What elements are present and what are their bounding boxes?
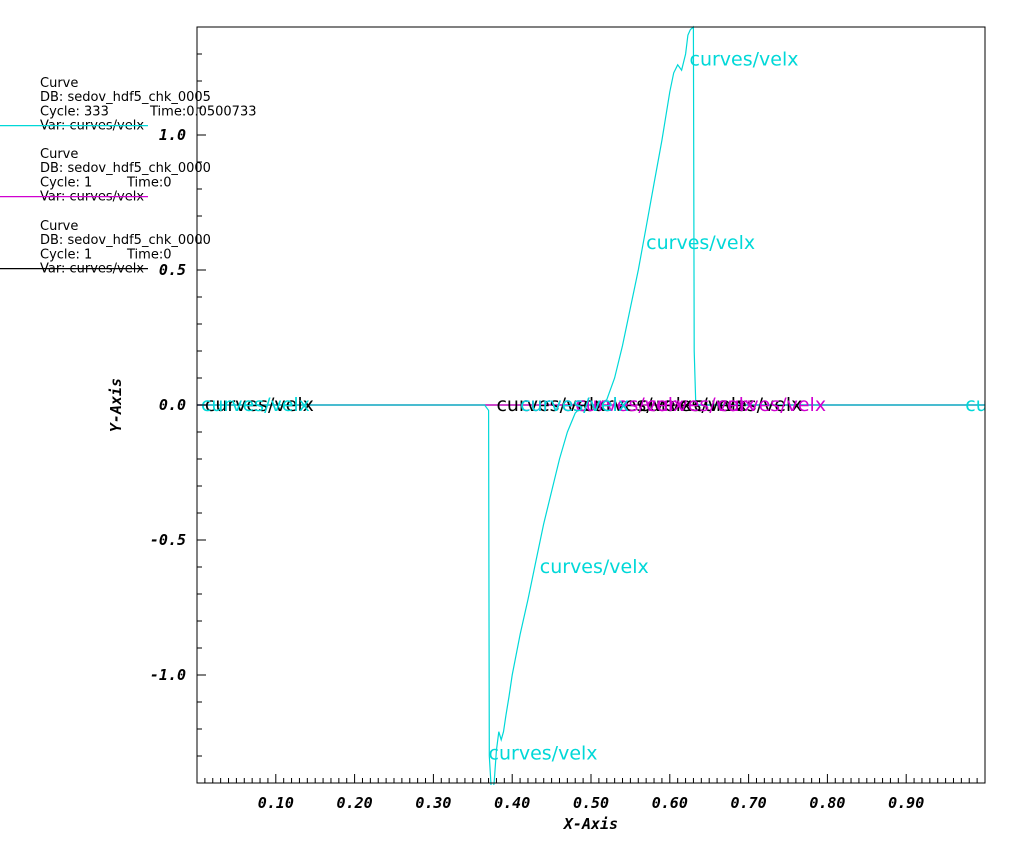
legend-title: Curve	[40, 219, 78, 234]
legend-title: Curve	[40, 76, 78, 91]
y-axis-title: Y-Axis	[107, 378, 125, 432]
legend-cycle: Cycle: 1	[40, 175, 92, 190]
x-tick-label: 0.30	[415, 794, 451, 812]
curve-label-1: curves/velx	[717, 394, 826, 416]
curve-label-1: curves/velx	[646, 394, 755, 416]
legend-db: DB: sedov_hdf5_chk_0000	[40, 233, 211, 248]
y-tick-label: -0.5	[150, 531, 186, 549]
legend-time: Time:0	[126, 247, 171, 262]
curve-label-2: curves/velx	[693, 394, 802, 416]
legend-time: Time:0	[126, 175, 171, 190]
x-tick-label: 0.20	[337, 794, 373, 812]
curve-label-2: curves/velx	[205, 394, 314, 416]
curve-label-0: curves/velx	[489, 742, 598, 764]
legend-cycle: Cycle: 1	[40, 247, 92, 262]
legend-db: DB: sedov_hdf5_chk_0005	[40, 90, 211, 105]
axes: 0.10 0.20 0.30 0.40 0.50 0.60 0.70 0.80 0.90 -1.0…	[150, 26, 986, 812]
series-line-0	[197, 25, 985, 785]
curve-label-0: curves/velx	[690, 48, 799, 70]
x-tick-label: 0.80	[809, 794, 845, 812]
curve-label-2: curves/velx	[583, 394, 692, 416]
curve-label-0: curves/velx	[201, 394, 310, 416]
y-tick-label: 0.5	[159, 261, 186, 279]
curve-label-1: curves/velx	[520, 394, 629, 416]
x-tick-label: 0.40	[494, 794, 530, 812]
curve-label-0: curves/velx	[520, 394, 629, 416]
curve-label-2: curves/velx	[638, 394, 747, 416]
curve-label-0: curves/velx	[540, 556, 649, 578]
legend-db: DB: sedov_hdf5_chk_0000	[40, 161, 211, 176]
y-tick-label: 0.0	[159, 396, 186, 414]
x-tick-label: 0.10	[258, 794, 294, 812]
x-tick-label: 0.50	[573, 794, 609, 812]
curve-label-1: curves/velx	[575, 394, 684, 416]
x-axis-title: X-Axis	[562, 815, 618, 833]
y-tick-label: -1.0	[150, 666, 186, 684]
x-tick-label: 0.70	[731, 794, 767, 812]
x-tick-label: 0.90	[888, 794, 924, 812]
y-tick-label: 1.0	[159, 126, 186, 144]
legend-time: Time:0.0500733	[149, 104, 257, 119]
legend-cycle: Cycle: 333	[40, 104, 109, 119]
legend-title: Curve	[40, 147, 78, 162]
curve-label-2: curves/velx	[496, 394, 605, 416]
curve-label-0: curves/velx	[646, 232, 755, 254]
curve-label-0: cu	[965, 394, 988, 416]
x-tick-label: 0.60	[652, 794, 688, 812]
